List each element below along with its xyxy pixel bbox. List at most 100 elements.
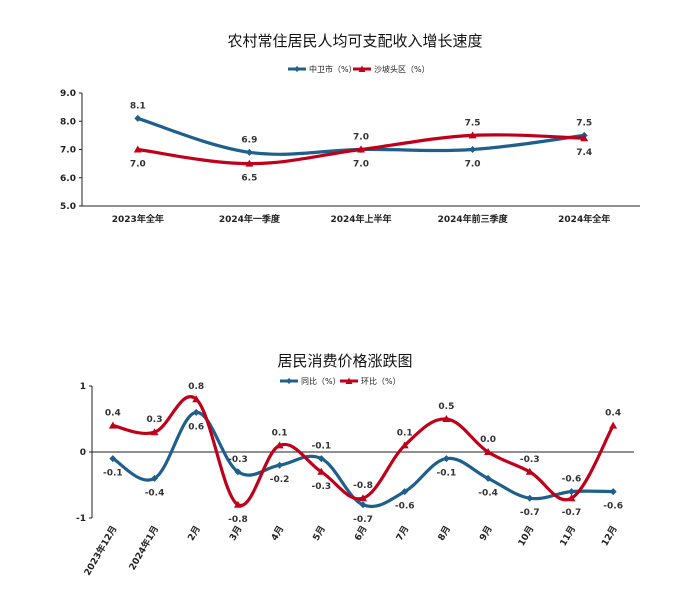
- chart2-series-1-data-label: -0.1: [311, 442, 331, 452]
- chart2-series-1-data-label: -0.7: [520, 508, 540, 518]
- chart1-y-tick-label: 7.0: [60, 146, 76, 156]
- chart1-series-1-data-label: 8.1: [130, 101, 146, 111]
- chart2-x-tick-label: 12月: [599, 524, 619, 548]
- chart2-series-2-point: [442, 415, 451, 422]
- chart2-x-tick-label: 2023年12月: [81, 524, 119, 578]
- chart2-series-2-data-label: -0.3: [520, 455, 540, 465]
- chart2-series-1-point: [234, 468, 242, 476]
- chart2-title: 居民消费价格涨跌图: [277, 352, 412, 370]
- chart1-x-tick-label: 2024年全年: [558, 213, 610, 225]
- chart1-legend-marker-1: [294, 66, 300, 72]
- chart2-series-2-point: [567, 494, 576, 502]
- chart2-series-2-data-label: 0.1: [397, 428, 413, 438]
- chart2-legend: 同比（%） 环比（%）: [280, 376, 401, 386]
- chart2-series-2-point: [609, 421, 618, 429]
- income-growth-chart: 农村常住居民人均可支配收入增长速度 中卫市（%） 沙坡头区（%） 5.0 6.0 7…: [60, 32, 640, 225]
- chart2-x-tick-label: 6月: [352, 524, 369, 543]
- chart1-series-2-point: [245, 159, 254, 167]
- chart2-y-tick-label: -1: [76, 514, 86, 524]
- chart2-x-tick-label: 10月: [516, 524, 536, 548]
- chart2-x-tick-label: 2024年1月: [126, 524, 161, 573]
- chart2-series-1-point: [442, 455, 450, 463]
- chart1-title: 农村常住居民人均可支配收入增长速度: [227, 32, 482, 50]
- chart2-series-1-data-label: -0.6: [562, 475, 582, 485]
- chart1-series-2-point: [133, 145, 142, 153]
- chart1-series-2-point: [468, 131, 477, 139]
- chart2-x-tick-label: 5月: [311, 524, 328, 543]
- chart1-series-1-data-label: 7.5: [576, 118, 592, 128]
- chart2-series-1-point: [359, 501, 367, 509]
- chart1-x-tick-label: 2024年上半年: [330, 213, 391, 225]
- chart2-y-tick-label: 1: [80, 382, 86, 392]
- chart2-legend-label-1: 同比（%）: [301, 376, 341, 386]
- chart2-legend-label-2: 环比（%）: [361, 376, 401, 386]
- chart2-series-1-data-label: -0.4: [478, 488, 498, 498]
- chart2-series-2-point: [525, 467, 534, 475]
- chart2-series-2-data-label: 0.5: [438, 402, 454, 412]
- chart2-x-tick-label: 2月: [186, 524, 203, 543]
- chart2-series-1-data-label: -0.1: [103, 469, 123, 479]
- chart2-series-2-data-label: 0.3: [147, 415, 163, 425]
- chart2-x-tick-label: 9月: [478, 524, 495, 543]
- chart2-series-2-point: [192, 395, 201, 403]
- chart1-y-tick-label: 5.0: [60, 202, 76, 212]
- chart2-x-tick-label: 7月: [394, 524, 411, 543]
- chart1-legend-label-2: 沙坡头区（%）: [374, 64, 430, 74]
- chart1-legend-label-1: 中卫市（%）: [309, 64, 357, 74]
- chart1-series-2-data-label: 6.5: [241, 174, 257, 184]
- chart2-series-2-data-label: 0.8: [188, 382, 204, 392]
- chart2-series-1-data-label: 0.6: [188, 422, 204, 432]
- chart1-y-tick-label: 6.0: [60, 174, 76, 184]
- chart1-series-1-data-label: 7.0: [353, 133, 369, 143]
- chart2-series-2-point: [317, 467, 326, 475]
- chart2-series-2-point: [233, 500, 242, 508]
- chart1-x-tick-label: 2023年全年: [112, 213, 164, 225]
- cpi-change-chart: 居民消费价格涨跌图 同比（%） 环比（%） -1 0 1 2023年12月 2024年…: [76, 352, 634, 578]
- chart1-legend-marker-2: [358, 65, 366, 72]
- chart1-series-1-data-label: 7.0: [465, 160, 481, 170]
- chart2-series-2-point: [400, 441, 409, 449]
- chart2-series-1-data-label: -0.7: [353, 515, 373, 525]
- chart1-series-2-data-label: 7.4: [576, 148, 592, 158]
- chart1-series-1-point: [134, 114, 142, 122]
- chart1-series-2-data-label: 7.0: [353, 160, 369, 170]
- chart2-series-2-point: [359, 494, 367, 502]
- chart2-series-1-point: [609, 488, 617, 496]
- chart2-series-1-data-label: -0.4: [145, 488, 165, 498]
- chart1-x-tick-label: 2024年前三季度: [438, 213, 509, 225]
- chart2-legend-marker-2: [345, 377, 353, 384]
- chart2-series-2-data-label: -0.8: [353, 481, 373, 491]
- chart2-series-2-data-label: -0.7: [562, 508, 582, 518]
- chart2-series-1-point: [192, 408, 200, 416]
- chart2-series-2-point: [484, 448, 493, 455]
- chart1-series-1-point: [469, 146, 477, 153]
- chart2-series-1-point: [276, 461, 284, 469]
- chart2-series-1-point: [151, 474, 159, 482]
- chart2-x-tick-label: 4月: [269, 524, 286, 543]
- chart2-series-1-point: [567, 488, 575, 496]
- chart2-series-1-data-label: -0.6: [395, 502, 415, 512]
- chart1-series-1-data-label: 6.9: [241, 135, 257, 145]
- chart2-series-1-data-label: -0.6: [603, 502, 623, 512]
- chart1-x-tick-label: 2024年一季度: [219, 213, 281, 225]
- chart1-y-tick-label: 8.0: [60, 117, 76, 127]
- chart2-x-tick-label: 11月: [558, 524, 578, 548]
- chart2-series-2-data-label: -0.3: [311, 482, 331, 492]
- chart2-series-1-data-label: -0.3: [228, 455, 248, 465]
- chart2-series-2-data-label: 0.4: [105, 409, 121, 419]
- chart2-series-1-point: [401, 488, 409, 496]
- chart2-series-1-point: [484, 474, 492, 482]
- chart2-series-2-data-label: 0.1: [272, 428, 288, 438]
- chart2-series-1-point: [317, 455, 325, 463]
- chart1-series-2-data-label: 7.5: [465, 118, 481, 128]
- chart2-x-tick-label: 8月: [436, 524, 453, 543]
- chart2-series-1-data-label: -0.1: [437, 469, 457, 479]
- chart1-series-2-point: [357, 145, 365, 153]
- chart2-series-2-data-label: 0.0: [480, 435, 496, 445]
- chart2-y-tick-label: 0: [80, 448, 86, 458]
- chart2-x-tick-label: 3月: [227, 524, 244, 543]
- chart2-series-2-point: [150, 428, 159, 436]
- chart2-series-1-point: [526, 494, 534, 502]
- chart2-series-2-point: [108, 421, 117, 429]
